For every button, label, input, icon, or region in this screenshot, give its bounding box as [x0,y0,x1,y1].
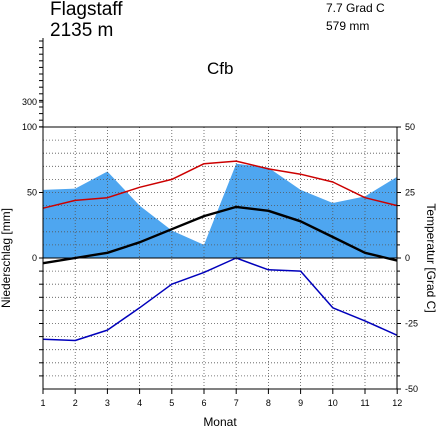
x-tick-label: 12 [392,398,402,408]
x-tick-label: 2 [73,398,78,408]
station-elevation: 2135 m [50,20,114,41]
precip-tick-label: 0 [32,253,37,263]
x-tick-label: 11 [360,398,369,408]
precip-tick-label: 50 [27,188,37,198]
climate-class: Cfb [207,59,234,78]
temp-mean-line [42,205,398,265]
x-tick-label: 6 [201,398,206,408]
x-tick-label: 5 [169,398,174,408]
y-axis-label-precipitation: Niederschlag [mm] [0,208,13,308]
tick-labels-layer: 1 2 3 4 5 6 7 8 9 10 11 1230010050050250-25-50Monat… [0,97,437,429]
temp-max-line [42,160,398,209]
x-tick-label: 10 [328,398,338,408]
x-tick-label: 3 [105,398,110,408]
temp-tick-label: 50 [405,122,415,132]
x-tick-label: 9 [298,398,303,408]
x-tick-label: 8 [266,398,271,408]
axes-layer [39,38,401,394]
y-axis-label-temperature: Temperatur [Grad C] [424,203,437,312]
temp-tick-label: 25 [405,188,415,198]
temp-min-line [42,257,398,342]
station-title: Flagstaff [50,0,123,20]
mean-temperature: 7.7 Grad C [326,1,385,15]
grid-layer [43,127,397,389]
x-tick-label: 7 [234,398,239,408]
temp-tick-label: -50 [405,384,418,394]
x-tick-label: 4 [137,398,142,408]
temperature-lines-layer [42,160,398,342]
annual-precipitation: 579 mm [326,19,370,33]
precip-tick-label: 100 [22,122,37,132]
temp-tick-label: -25 [405,319,418,329]
x-axis-label: Monat [203,415,237,429]
temp-tick-label: 0 [405,253,410,263]
precip-tick-label: 300 [22,97,37,107]
x-tick-label: 1 [40,398,45,408]
